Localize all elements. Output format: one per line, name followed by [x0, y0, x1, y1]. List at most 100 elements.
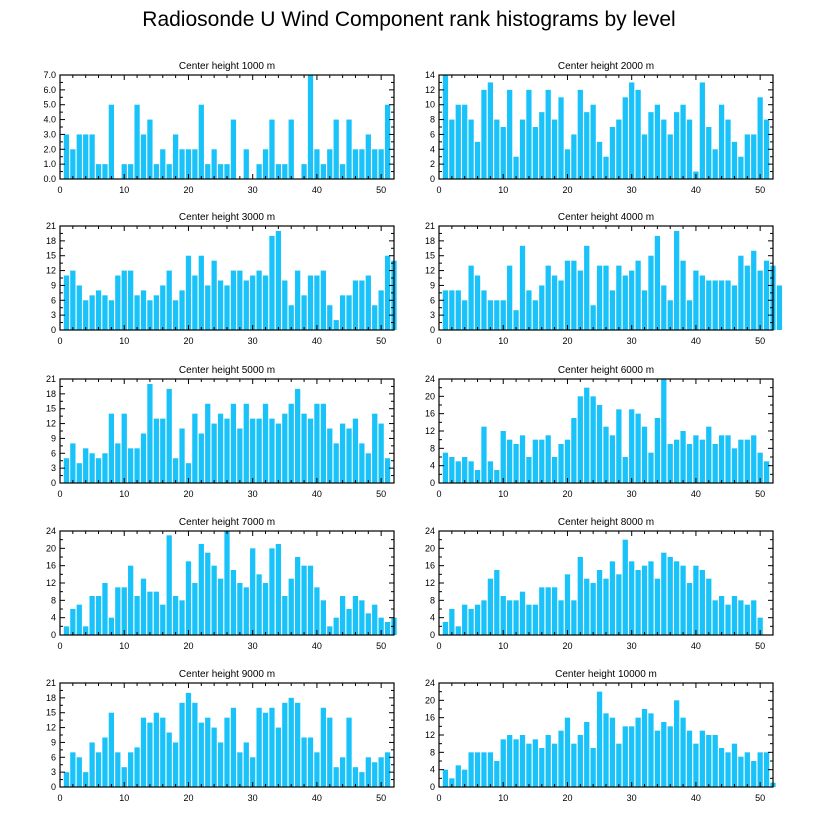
bar — [596, 570, 603, 635]
bar — [384, 104, 391, 179]
bar — [262, 275, 269, 330]
bar — [192, 275, 198, 330]
bar — [301, 413, 307, 483]
panel-title: Center height 10000 m — [555, 669, 657, 680]
bar — [359, 443, 365, 483]
y-tick-label: 3 — [51, 463, 56, 473]
bar — [539, 439, 545, 483]
bar — [147, 591, 153, 635]
bar — [147, 300, 153, 330]
y-tick-label: 21 — [46, 678, 56, 688]
bar — [751, 435, 757, 483]
x-tick-label: 0 — [436, 185, 441, 195]
bar — [262, 712, 269, 787]
bar — [641, 290, 648, 330]
bar — [185, 561, 192, 635]
panel-title: Center height 4000 m — [558, 212, 654, 223]
bar — [481, 426, 487, 483]
bar — [744, 439, 750, 483]
bar — [179, 428, 185, 483]
bar — [166, 388, 172, 483]
bar — [224, 285, 230, 330]
bar — [654, 235, 661, 330]
bar — [629, 726, 635, 787]
bar — [275, 544, 282, 635]
bar — [192, 149, 198, 179]
bar — [359, 600, 365, 635]
bar — [224, 717, 230, 787]
bar — [686, 730, 693, 787]
bar — [314, 587, 320, 635]
x-tick-label: 30 — [248, 185, 258, 195]
bar — [718, 596, 725, 635]
x-tick-label: 20 — [183, 641, 193, 651]
y-tick-label: 24 — [425, 678, 435, 688]
bar — [320, 270, 326, 330]
bar — [545, 587, 551, 635]
bar — [584, 112, 590, 179]
bar — [230, 270, 237, 330]
x-tick-label: 40 — [312, 336, 322, 346]
bar — [693, 743, 699, 787]
bar — [462, 457, 468, 483]
bar — [661, 379, 667, 483]
bar — [693, 270, 699, 330]
bar — [526, 89, 532, 179]
bar — [250, 418, 256, 483]
bar — [295, 557, 301, 635]
bar — [327, 149, 333, 179]
x-tick-label: 20 — [183, 185, 193, 195]
panel-title: Center height 9000 m — [179, 669, 275, 680]
bar — [699, 570, 705, 635]
bar — [256, 418, 262, 483]
x-tick-label: 50 — [376, 185, 386, 195]
bar — [680, 431, 686, 483]
bar — [507, 439, 513, 483]
bar — [243, 280, 249, 330]
bar — [108, 104, 115, 179]
bar — [609, 435, 616, 483]
bar — [327, 305, 333, 330]
bar — [474, 141, 481, 179]
bar — [519, 435, 526, 483]
bar — [147, 722, 153, 787]
bar — [121, 587, 127, 635]
bar — [526, 290, 532, 330]
bar — [648, 561, 654, 635]
bar — [153, 164, 159, 179]
bar — [237, 428, 243, 483]
bar — [211, 260, 217, 330]
bar — [712, 149, 718, 179]
bar — [134, 448, 140, 483]
y-tick-label: 12 — [425, 426, 435, 436]
bar — [365, 275, 371, 330]
bar — [134, 596, 140, 635]
bar — [455, 461, 461, 483]
y-tick-label: 8 — [430, 443, 435, 453]
bar — [539, 748, 545, 787]
y-tick-label: 0 — [430, 630, 435, 640]
bar — [481, 89, 487, 179]
y-tick-label: 0 — [430, 782, 435, 792]
bar — [89, 295, 95, 330]
bar — [629, 82, 635, 179]
bar — [346, 295, 352, 330]
bar — [352, 149, 359, 179]
bar — [513, 739, 519, 787]
bar — [738, 156, 744, 179]
y-tick-label: 6.0 — [43, 85, 56, 95]
y-tick-label: 4 — [51, 613, 56, 623]
y-tick-label: 21 — [46, 221, 56, 231]
bar — [70, 443, 76, 483]
bar — [314, 403, 320, 483]
bar — [718, 435, 725, 483]
bar — [185, 255, 192, 330]
x-tick-label: 50 — [376, 793, 386, 803]
bar — [584, 245, 590, 330]
x-tick-label: 10 — [498, 793, 508, 803]
panel-title: Center height 7000 m — [179, 517, 275, 528]
bar — [172, 458, 179, 483]
bar — [693, 565, 699, 635]
bar — [198, 433, 204, 483]
bar — [102, 583, 108, 635]
